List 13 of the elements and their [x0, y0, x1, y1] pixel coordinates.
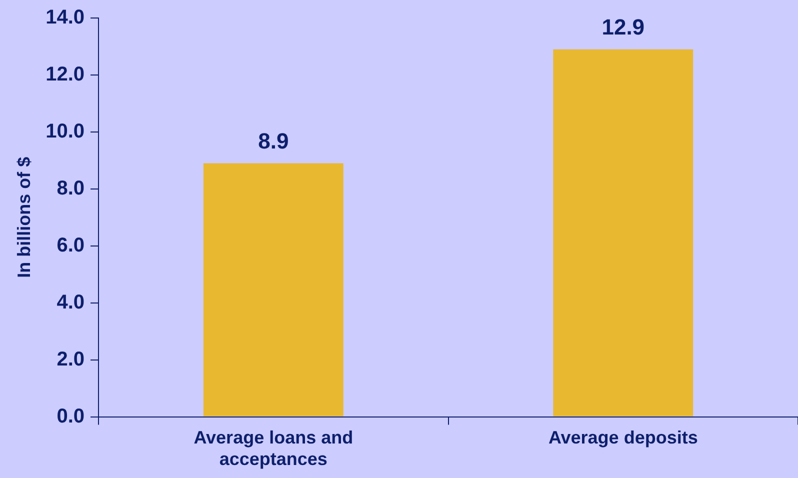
- y-tick-label: 14.0: [46, 6, 85, 29]
- data-label: 12.9: [602, 14, 645, 40]
- y-tick-label: 4.0: [56, 291, 85, 314]
- y-tick-label: 0.0: [56, 405, 85, 428]
- y-tick-label: 10.0: [46, 120, 85, 142]
- y-tick-label: 8.0: [56, 177, 85, 200]
- y-axis-title: In billions of $: [14, 156, 34, 278]
- data-label: 8.9: [258, 128, 289, 154]
- y-tick-label: 2.0: [56, 348, 85, 370]
- y-tick-label: 12.0: [46, 63, 85, 86]
- x-tick-label: Average deposits: [548, 428, 698, 448]
- y-tick-label: 6.0: [56, 234, 85, 256]
- x-tick-label: Average loans and acceptances: [194, 428, 354, 470]
